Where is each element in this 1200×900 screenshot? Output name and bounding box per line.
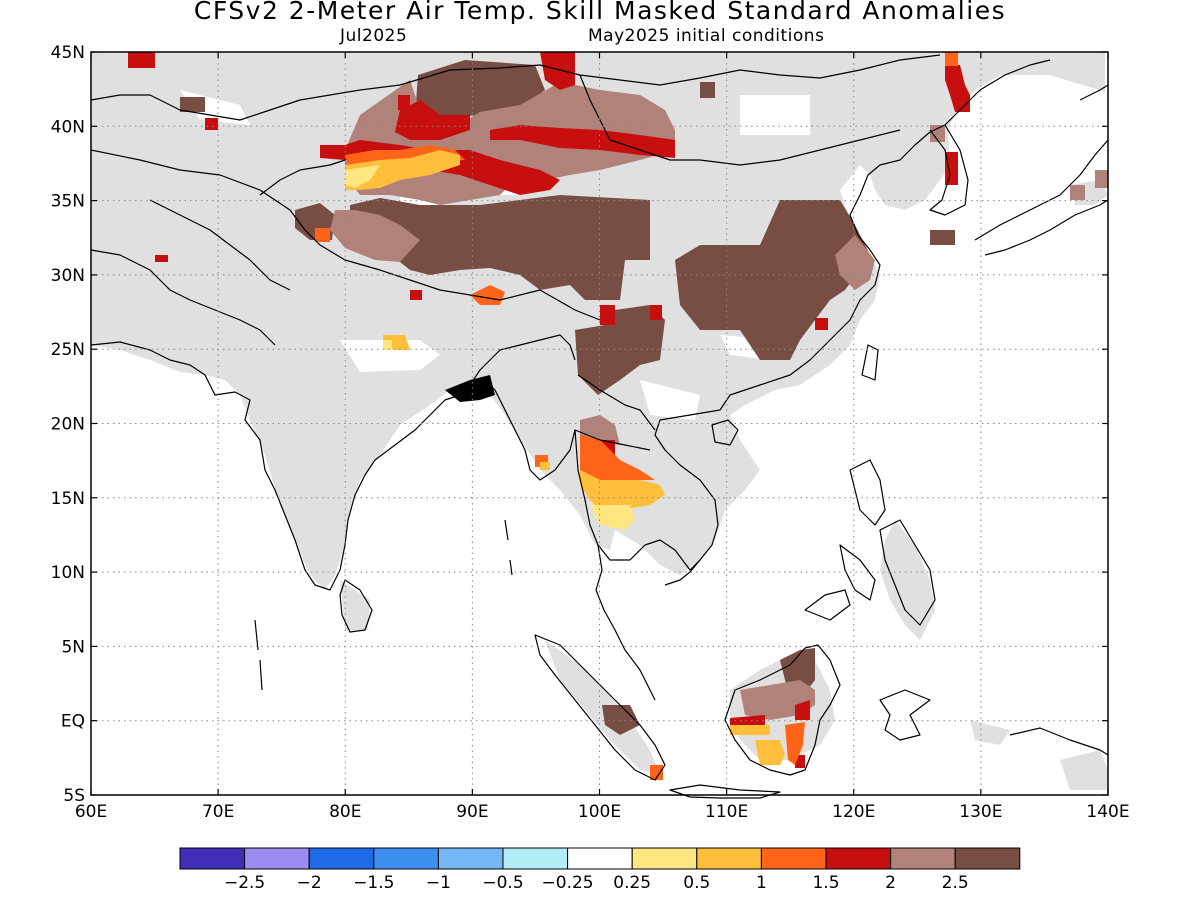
colorbar-swatch <box>954 847 1021 870</box>
colorbar-label: −1.5 <box>353 873 394 893</box>
colorbar-swatch <box>244 847 310 870</box>
colorbar-swatch <box>890 847 956 870</box>
lat-tick-label: 30N <box>51 266 85 286</box>
lat-tick-label: 5N <box>61 637 85 657</box>
chart-title: CFSv2 2-Meter Air Temp. Skill Masked Sta… <box>193 0 1007 25</box>
colorbar-label: −0.5 <box>482 873 523 893</box>
colorbar-swatch <box>631 847 698 870</box>
lon-tick-label: 100E <box>578 802 621 822</box>
lon-tick-label: 90E <box>456 802 488 822</box>
delta-region <box>445 375 495 402</box>
lat-tick-label: 45N <box>51 43 85 63</box>
colorbar-label: −1 <box>426 873 451 893</box>
colorbar-label: 0.25 <box>613 873 651 893</box>
colorbar-label: −2 <box>297 873 322 893</box>
valid-month-label: Jul2025 <box>340 26 408 46</box>
lat-tick-label: 25N <box>51 340 85 360</box>
lon-tick-label: 80E <box>329 802 361 822</box>
lon-tick-label: 60E <box>75 802 107 822</box>
anomaly-shading <box>128 52 1108 780</box>
colorbar: −2.5 −2 −1.5 −1 −0.5 −0.25 0.25 0.5 1 1.5 2 2.5 <box>179 847 1021 893</box>
colorbar-swatch <box>502 847 569 870</box>
colorbar-label: −0.25 <box>542 873 594 893</box>
colorbar-swatch <box>760 847 827 870</box>
coastlines-and-borders <box>90 54 1109 799</box>
lat-tick-label: 10N <box>51 563 85 583</box>
colorbar-swatch <box>437 847 504 870</box>
colorbar-swatch <box>825 847 892 870</box>
lat-tick-label: EQ <box>61 712 85 732</box>
grid-lines <box>91 52 1108 795</box>
lat-tick-label: 20N <box>51 415 85 435</box>
lat-tick-label: 5S <box>63 786 85 806</box>
colorbar-label: 2.5 <box>942 873 969 893</box>
lat-tick-label: 15N <box>51 489 85 509</box>
colorbar-swatch <box>373 847 439 870</box>
lon-tick-label: 120E <box>832 802 875 822</box>
lat-tick-label: 40N <box>51 117 85 137</box>
colorbar-label: 0.5 <box>683 873 710 893</box>
initial-conditions-label: May2025 initial conditions <box>588 26 825 46</box>
lon-tick-label: 130E <box>959 802 1002 822</box>
colorbar-swatch <box>308 847 375 870</box>
colorbar-label: 1.5 <box>812 873 839 893</box>
colorbar-label: 2 <box>885 873 896 893</box>
colorbar-swatch <box>179 847 246 870</box>
colorbar-swatch <box>567 847 633 870</box>
lon-tick-label: 110E <box>705 802 748 822</box>
lon-tick-label: 70E <box>202 802 234 822</box>
colorbar-label: −2.5 <box>224 873 265 893</box>
colorbar-label: 1 <box>756 873 767 893</box>
lat-tick-label: 35N <box>51 192 85 212</box>
colorbar-swatch <box>696 847 762 870</box>
axis-ticks: 60E 70E 80E 90E 100E 110E 120E 130E 140E 45N 40N 35… <box>51 43 1130 822</box>
lon-tick-label: 140E <box>1086 802 1129 822</box>
